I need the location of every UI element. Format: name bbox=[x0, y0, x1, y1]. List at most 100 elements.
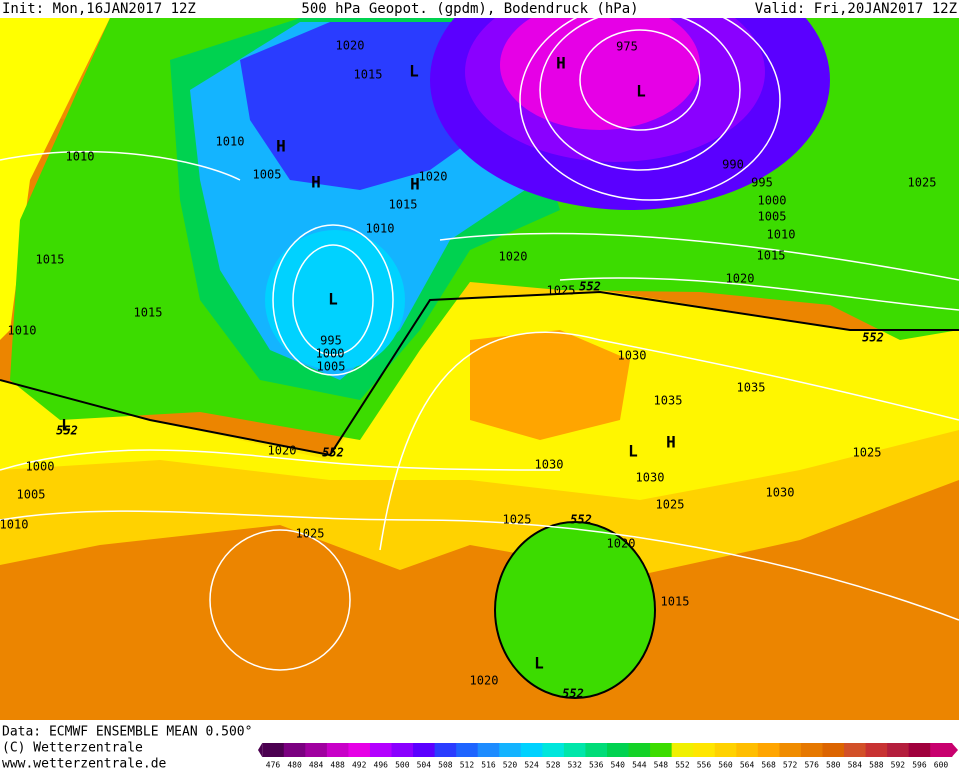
colorbar-swatch bbox=[671, 743, 694, 757]
isobar-label: 995 bbox=[751, 176, 773, 190]
isobar bbox=[379, 331, 959, 551]
isobar-label: 1010 bbox=[216, 135, 245, 149]
colorbar-swatch bbox=[305, 743, 328, 757]
colorbar-swatch bbox=[736, 743, 759, 757]
colorbar-label: 552 bbox=[675, 761, 690, 770]
isobar-label: 1025 bbox=[853, 446, 882, 460]
colorbar-label: 596 bbox=[912, 761, 927, 770]
colorbar-swatch bbox=[391, 743, 414, 757]
isobar-label: 1000 bbox=[758, 194, 787, 208]
colorbar-swatch bbox=[563, 743, 586, 757]
isobar-label: 1035 bbox=[654, 394, 683, 408]
colorbar-label: 556 bbox=[697, 761, 712, 770]
colorbar-swatch bbox=[800, 743, 823, 757]
isobar-label: 1035 bbox=[737, 381, 766, 395]
colorbar-swatch bbox=[693, 743, 716, 757]
pressure-center: L bbox=[61, 416, 71, 435]
website: www.wetterzentrale.de bbox=[2, 757, 167, 770]
colorbar-swatch bbox=[326, 743, 349, 757]
isobar bbox=[292, 244, 374, 356]
field-orange-high bbox=[470, 330, 630, 440]
isobar-label: 1020 bbox=[607, 537, 636, 551]
pressure-center: L bbox=[534, 654, 544, 673]
colorbar-label: 496 bbox=[374, 761, 389, 770]
colorbar-label: 484 bbox=[309, 761, 324, 770]
isobar-label: 1010 bbox=[8, 324, 37, 338]
colorbar-swatch bbox=[434, 743, 457, 757]
colorbar-swatch bbox=[779, 743, 802, 757]
colorbar-label: 492 bbox=[352, 761, 367, 770]
geopotential-label: 552 bbox=[322, 446, 344, 460]
isobar-label: 1020 bbox=[268, 444, 297, 458]
colorbar-label: 592 bbox=[891, 761, 906, 770]
colorbar-label: 560 bbox=[718, 761, 733, 770]
colorbar-swatch bbox=[607, 743, 630, 757]
colorbar-label: 500 bbox=[395, 761, 410, 770]
pressure-center: L bbox=[328, 290, 338, 309]
colorbar-swatch bbox=[477, 743, 500, 757]
isobar bbox=[0, 449, 561, 471]
isobar-label: 1015 bbox=[757, 249, 786, 263]
isobar-label: 1030 bbox=[636, 471, 665, 485]
pressure-center: H bbox=[410, 175, 420, 194]
colorbar-label: 548 bbox=[654, 761, 669, 770]
map-title: 500 hPa Geopot. (gpdm), Bodendruck (hPa) bbox=[301, 1, 638, 17]
colorbar-swatch bbox=[714, 743, 737, 757]
isobar bbox=[0, 150, 241, 181]
colorbar-label: 600 bbox=[934, 761, 949, 770]
geopotential-label: 552 bbox=[862, 331, 884, 345]
colorbar-label: 564 bbox=[740, 761, 755, 770]
pressure-center: L bbox=[409, 62, 419, 81]
colorbar-swatch bbox=[348, 743, 371, 757]
colorbar-swatch bbox=[822, 743, 845, 757]
isobar-label: 975 bbox=[616, 40, 638, 54]
field-cyan bbox=[265, 230, 405, 370]
colorbar: 476 480 484 488 492 496 500 504 508 512 516 520 524 5… bbox=[258, 743, 958, 770]
colorbar-swatch bbox=[369, 743, 393, 757]
isobar-label: 1030 bbox=[535, 458, 564, 472]
colorbar-swatch bbox=[887, 743, 910, 757]
isobar-label: 1010 bbox=[767, 228, 796, 242]
colorbar-swatch bbox=[628, 743, 651, 757]
isobar-label: 1025 bbox=[547, 284, 576, 298]
colorbar-label: 584 bbox=[848, 761, 863, 770]
isobar-label: 1030 bbox=[618, 349, 647, 363]
pressure-center: L bbox=[628, 442, 638, 461]
isobar bbox=[272, 224, 394, 376]
colorbar-label: 508 bbox=[438, 761, 453, 770]
colorbar-swatch bbox=[542, 743, 565, 757]
isobar-label: 1020 bbox=[470, 674, 499, 688]
colorbar-swatch bbox=[283, 743, 306, 757]
isobar-label: 1000 bbox=[26, 460, 55, 474]
colorbar-swatch bbox=[499, 743, 522, 757]
pressure-center: H bbox=[556, 54, 566, 73]
isobar-label: 1020 bbox=[336, 39, 365, 53]
header-bar bbox=[0, 0, 959, 18]
colorbar-label: 516 bbox=[481, 761, 496, 770]
isobar-label: 1015 bbox=[354, 68, 383, 82]
isobar-label: 1015 bbox=[389, 198, 418, 212]
valid-time: Valid: Fri,20JAN2017 12Z bbox=[755, 1, 957, 17]
colorbar-label: 488 bbox=[330, 761, 345, 770]
pressure-center: H bbox=[666, 433, 676, 452]
isobar-label: 1005 bbox=[317, 360, 346, 374]
isobar bbox=[519, 0, 781, 201]
colorbar-label: 580 bbox=[826, 761, 841, 770]
isobar bbox=[559, 277, 959, 311]
colorbar-label: 520 bbox=[503, 761, 518, 770]
isobar-label: 990 bbox=[722, 158, 744, 172]
geopotential-label: 552 bbox=[562, 687, 584, 701]
data-source: Data: ECMWF ENSEMBLE MEAN 0.500° bbox=[2, 725, 252, 740]
isobar bbox=[209, 529, 351, 671]
colorbar-swatch bbox=[413, 743, 436, 757]
isobar-label: 1000 bbox=[316, 347, 345, 361]
colorbar-swatch bbox=[757, 743, 780, 757]
isobar-label: 1005 bbox=[17, 488, 46, 502]
isobar-label: 1015 bbox=[134, 306, 163, 320]
pressure-center: H bbox=[276, 137, 286, 156]
pressure-center: L bbox=[636, 82, 646, 101]
isobar bbox=[579, 29, 701, 131]
colorbar-swatch bbox=[262, 743, 285, 757]
